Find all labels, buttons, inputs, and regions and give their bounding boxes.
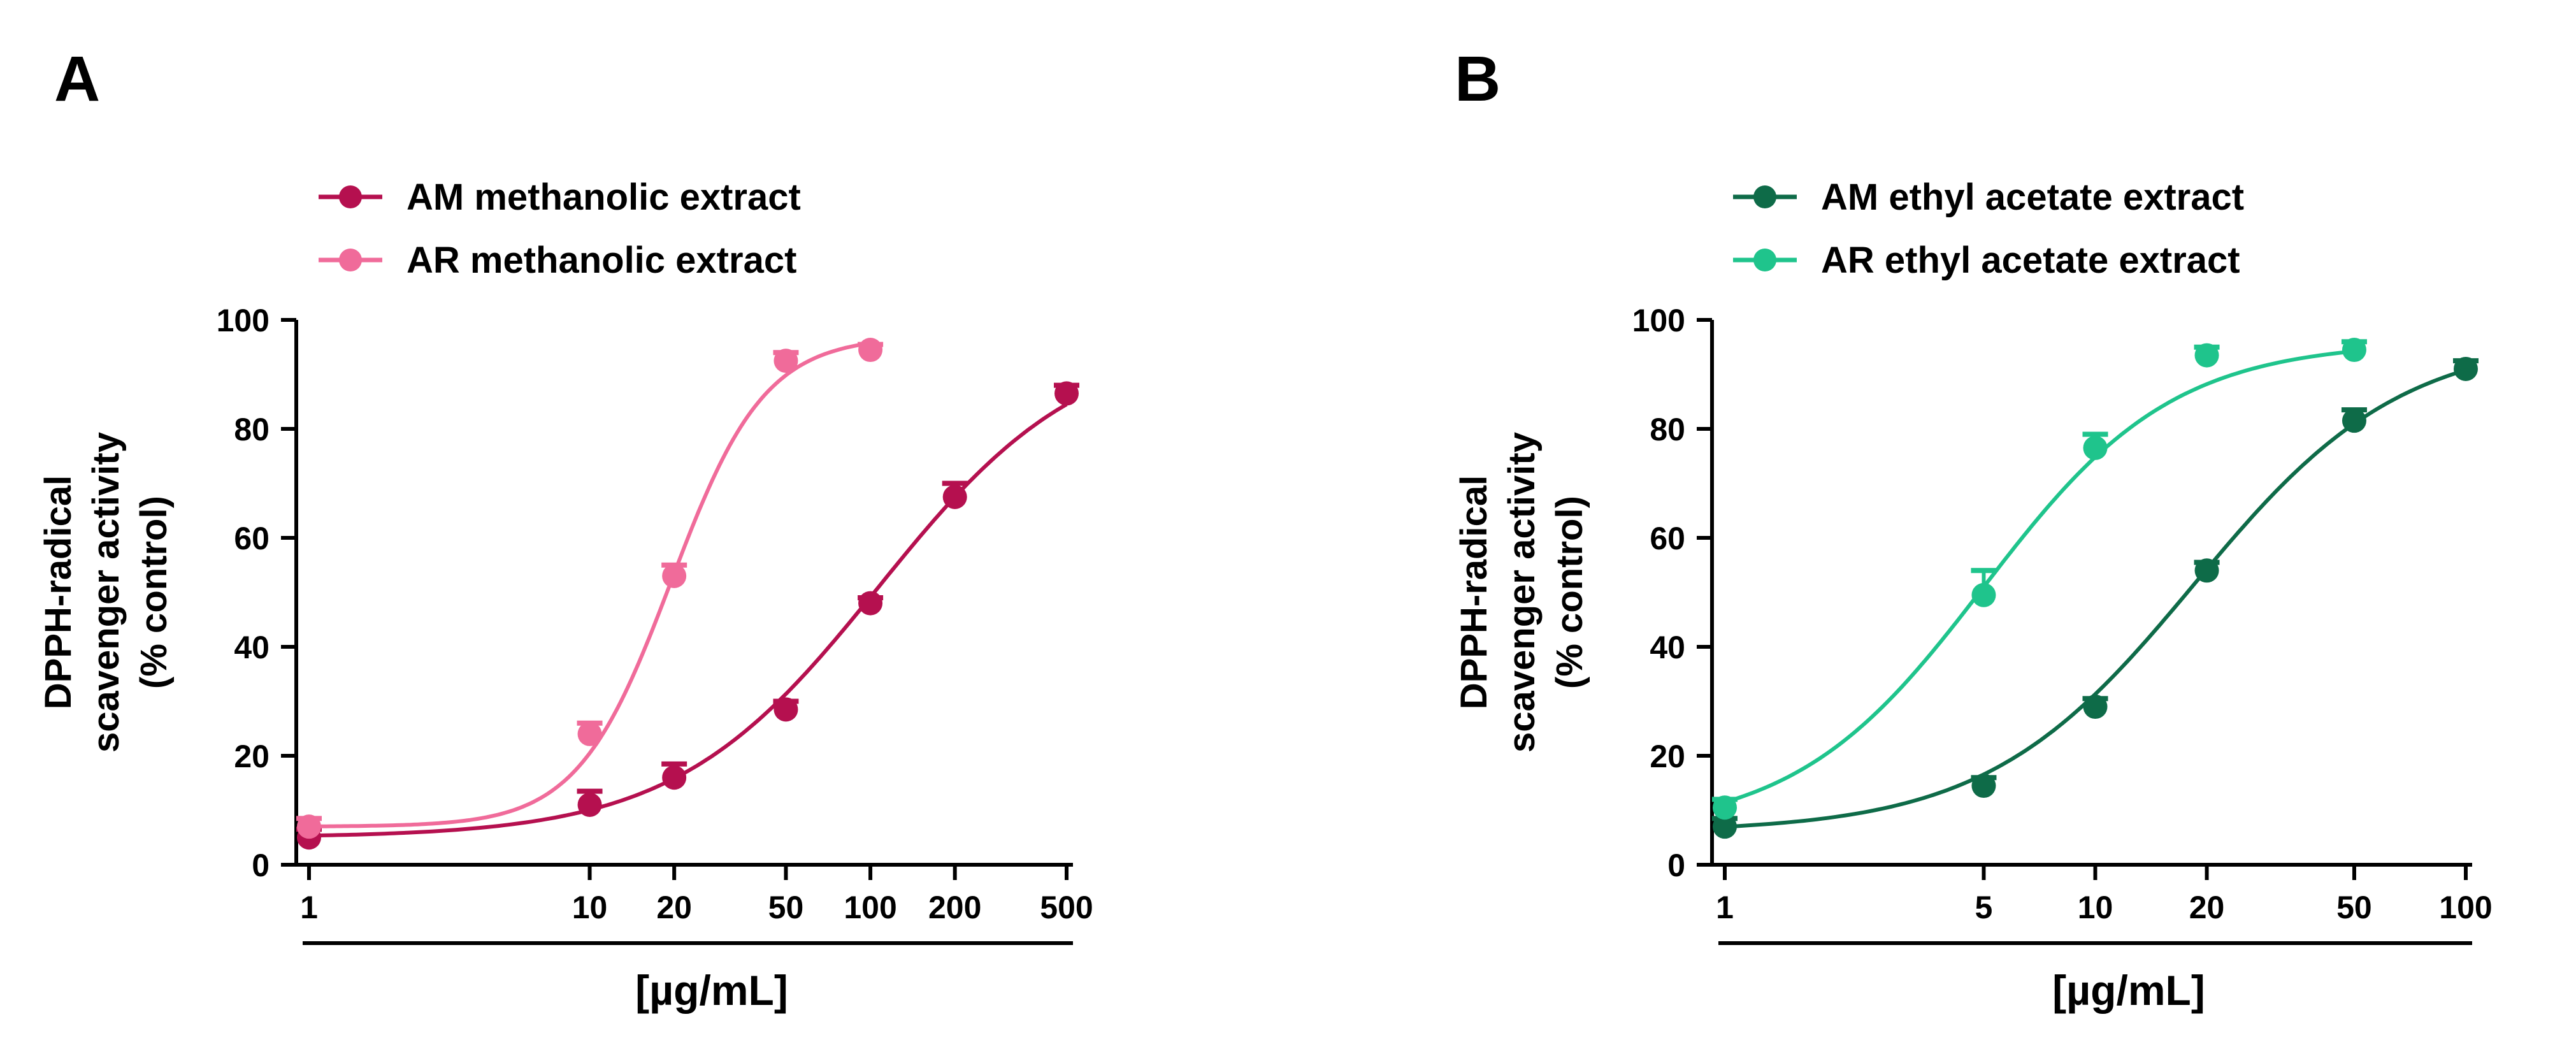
legend-label: AM ethyl acetate extract bbox=[1821, 177, 2244, 218]
y-axis-title-line: (% control) bbox=[1549, 496, 1590, 689]
data-point bbox=[2454, 356, 2478, 381]
x-axis-label: [µg/mL] bbox=[2052, 967, 2205, 1014]
y-axis-title-line: (% control) bbox=[133, 496, 175, 689]
y-axis-title-line: scavenger activity bbox=[1501, 432, 1543, 753]
fit-curve bbox=[1724, 368, 2466, 829]
fit-curve bbox=[1724, 349, 2355, 804]
x-tick-label: 5 bbox=[1975, 890, 1993, 925]
y-axis-title-line: DPPH-radical bbox=[38, 475, 79, 709]
y-tick-label: 80 bbox=[234, 412, 270, 447]
legend-label: AR methanolic extract bbox=[407, 240, 796, 281]
data-point bbox=[2342, 338, 2366, 363]
legend-marker bbox=[1753, 249, 1776, 271]
data-point bbox=[858, 591, 883, 616]
y-tick-label: 80 bbox=[1650, 412, 1685, 447]
panel-label: A bbox=[54, 43, 100, 115]
panel-b-chart: B 0 20 40 60 80 100 1 5 10 20 50 100 [µg/mL] DPPH-radi… bbox=[1453, 43, 2493, 1014]
data-point bbox=[2194, 343, 2219, 368]
panel-a-chart: A 0 20 40 60 80 100 1 10 20 50 100 200 500 [µg/mL] DPPH… bbox=[38, 43, 1093, 1014]
data-point bbox=[662, 563, 687, 588]
y-tick-label: 100 bbox=[217, 303, 270, 338]
data-point bbox=[858, 338, 883, 363]
data-point bbox=[1713, 814, 1737, 839]
legend-label: AM methanolic extract bbox=[407, 177, 801, 218]
y-tick-label: 20 bbox=[1650, 739, 1685, 774]
data-point bbox=[297, 814, 321, 839]
y-tick-label: 0 bbox=[1667, 848, 1685, 883]
x-tick-label: 10 bbox=[572, 890, 608, 925]
data-point bbox=[577, 721, 602, 746]
fit-curve bbox=[308, 402, 1068, 838]
data-point bbox=[577, 792, 602, 817]
fit-curve bbox=[309, 341, 871, 828]
data-point bbox=[774, 697, 798, 722]
y-tick-label: 60 bbox=[1650, 521, 1685, 556]
data-point bbox=[1054, 381, 1079, 406]
y-tick-label: 40 bbox=[1650, 630, 1685, 665]
data-point bbox=[2083, 695, 2108, 719]
data-point bbox=[662, 765, 687, 790]
y-axis-title-line: DPPH-radical bbox=[1453, 475, 1495, 709]
legend-marker bbox=[339, 185, 362, 208]
data-point bbox=[1713, 795, 1737, 820]
x-tick-label: 100 bbox=[844, 890, 896, 925]
x-tick-label: 10 bbox=[2078, 890, 2113, 925]
x-tick-label: 50 bbox=[2336, 890, 2372, 925]
legend-marker bbox=[1753, 185, 1776, 208]
x-tick-label: 50 bbox=[768, 890, 804, 925]
legend-label: AR ethyl acetate extract bbox=[1821, 240, 2240, 281]
data-point bbox=[1971, 774, 1996, 798]
data-point bbox=[774, 349, 798, 373]
y-axis-title-line: scavenger activity bbox=[85, 432, 127, 753]
x-tick-label: 500 bbox=[1040, 890, 1093, 925]
data-point bbox=[2083, 435, 2108, 460]
y-tick-label: 40 bbox=[234, 630, 270, 665]
x-tick-label: 100 bbox=[2439, 890, 2492, 925]
legend-marker bbox=[339, 249, 362, 271]
panel-label: B bbox=[1455, 43, 1500, 115]
data-point bbox=[1971, 582, 1996, 607]
data-point bbox=[2342, 408, 2366, 433]
y-tick-label: 20 bbox=[234, 739, 270, 774]
x-tick-label: 200 bbox=[928, 890, 981, 925]
x-tick-label: 1 bbox=[300, 890, 318, 925]
x-tick-label: 20 bbox=[656, 890, 692, 925]
data-point bbox=[942, 484, 967, 509]
x-tick-label: 1 bbox=[1716, 890, 1734, 925]
x-axis-label: [µg/mL] bbox=[635, 967, 788, 1014]
x-tick-label: 20 bbox=[2189, 890, 2225, 925]
data-point bbox=[2194, 558, 2219, 583]
y-tick-label: 0 bbox=[252, 848, 270, 883]
y-tick-label: 100 bbox=[1632, 303, 1685, 338]
y-tick-label: 60 bbox=[234, 521, 270, 556]
